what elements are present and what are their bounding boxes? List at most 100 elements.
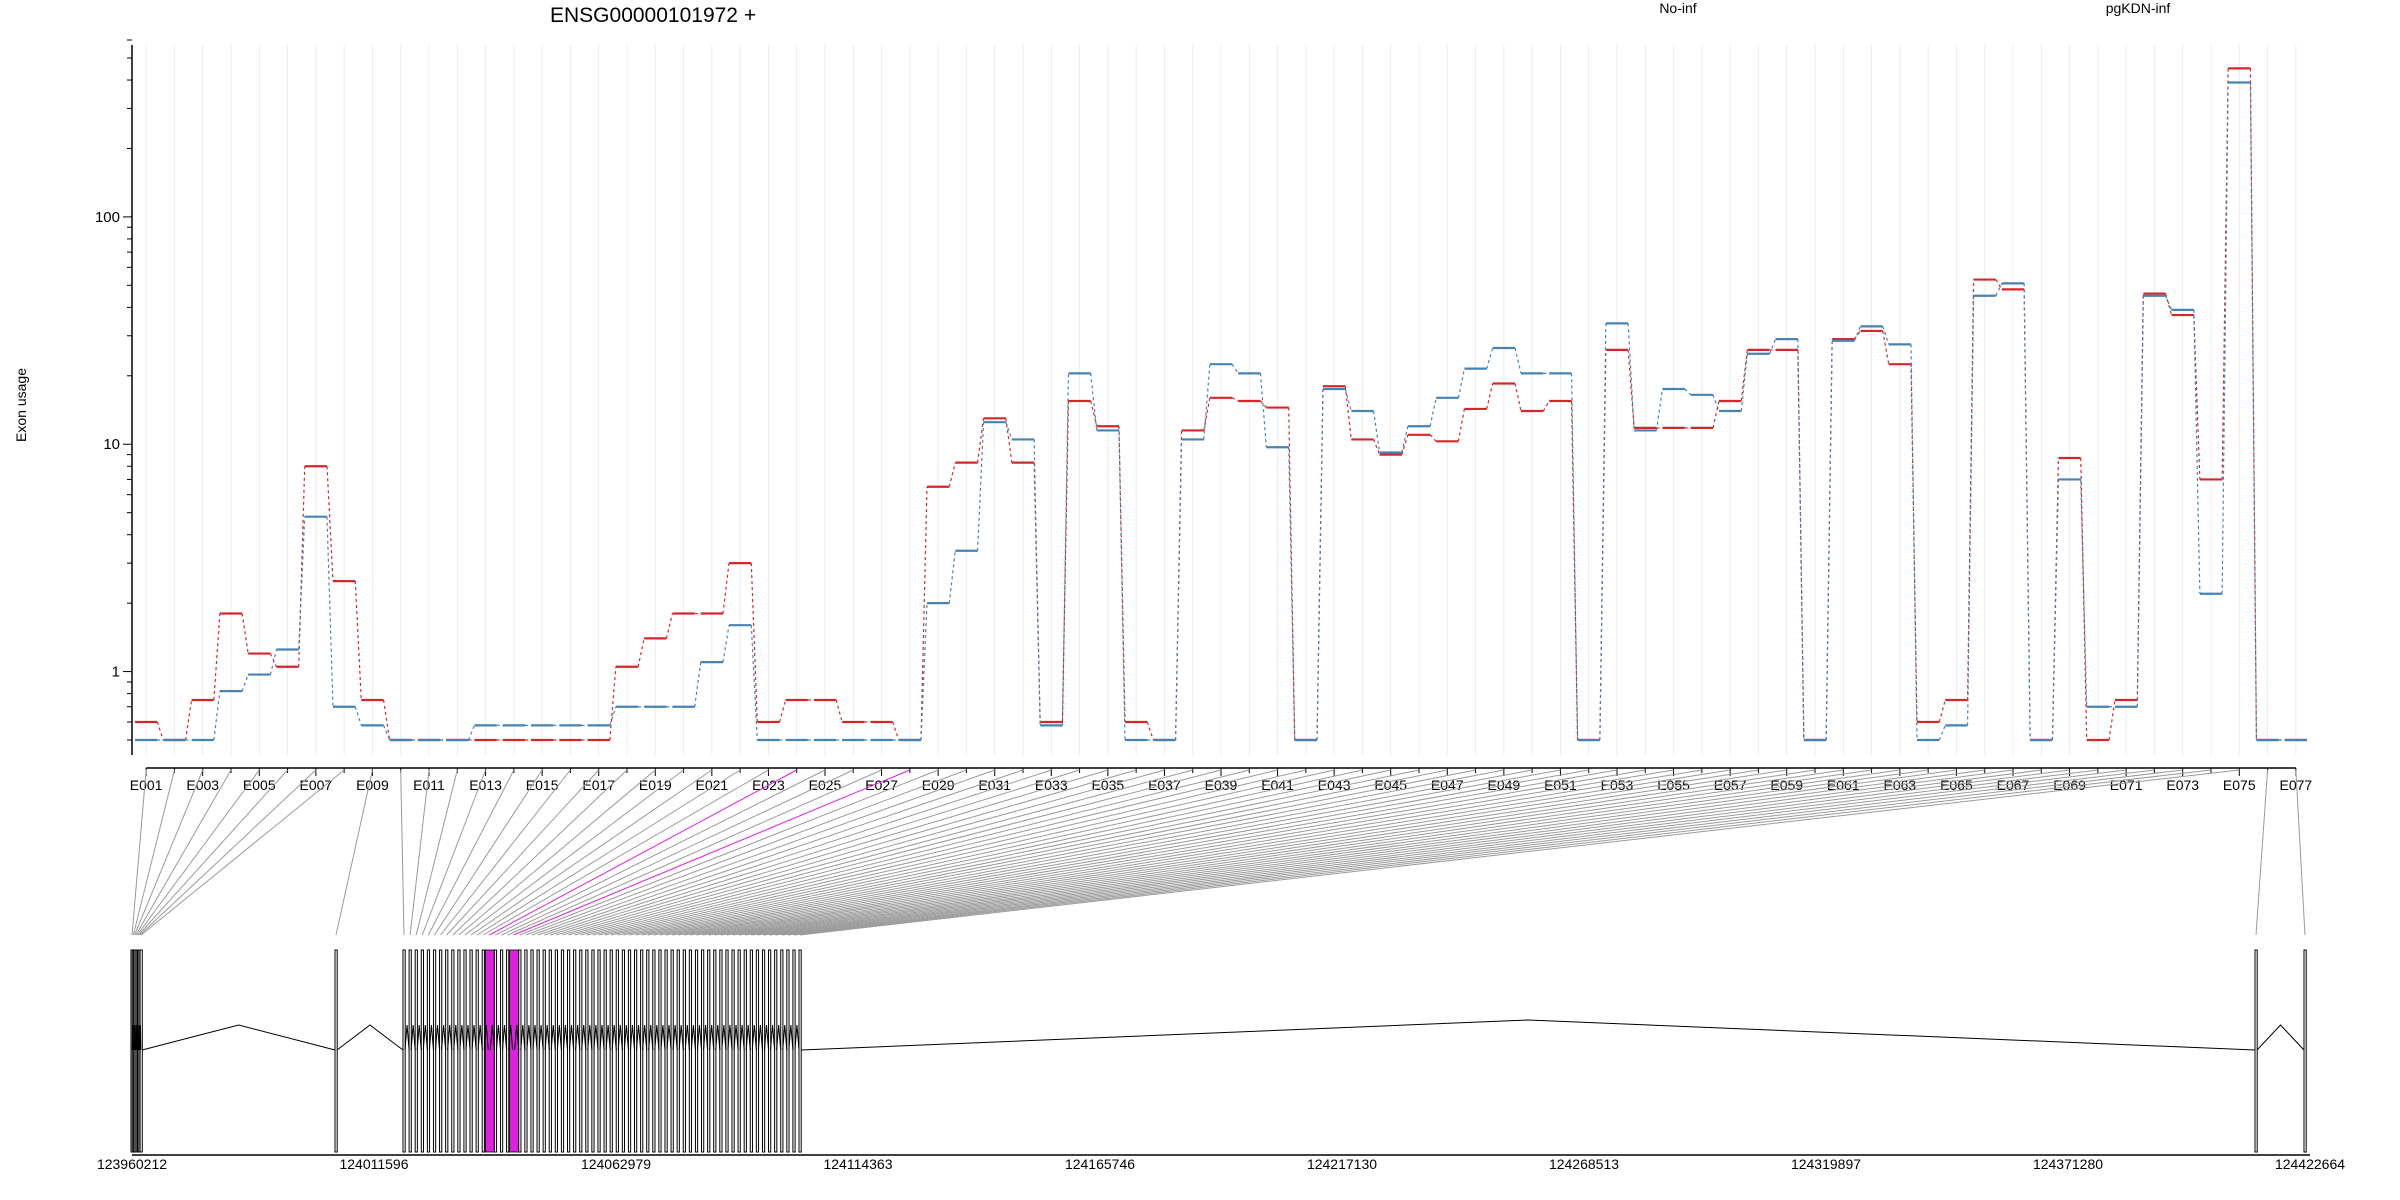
series-pgkdn-inf-connector-E047 (1429, 397, 1437, 427)
series-pgkdn-inf-connector-E056 (1684, 388, 1692, 396)
exon-box-E044 (609, 949, 613, 1153)
intron-E002 (133, 1024, 135, 1051)
exon-box-E019 (457, 949, 461, 1153)
x-tick-label-E007: E007 (300, 777, 333, 793)
genomic-tick-label: 124062979 (581, 1156, 651, 1172)
connector-E053 (665, 769, 1618, 936)
intron-E074 (794, 1024, 800, 1051)
series-no-inf-connector-E051 (1542, 400, 1550, 412)
series-no-inf-connector-E035 (1090, 400, 1098, 427)
vertical-grid (145, 45, 2297, 755)
genomic-tick-label: 123960212 (97, 1156, 167, 1172)
series-no-inf-connector-E067 (1995, 279, 2003, 290)
exon-box-E023 (481, 949, 485, 1153)
series-pgkdn-inf-connector-E059 (1769, 338, 1777, 354)
intron-E065 (739, 1024, 745, 1051)
intron-E003 (134, 1024, 137, 1051)
series-pgkdn-inf-connector-E062 (1853, 326, 1861, 342)
exon-box-E064 (731, 949, 735, 1153)
series-no-inf-connector-E024 (778, 699, 787, 723)
connector-E021 (470, 769, 713, 936)
intron-E010 (404, 1024, 410, 1051)
intron-E023 (483, 1024, 489, 1051)
series-pgkdn-inf-connector-E031 (976, 422, 985, 551)
genomic-tick-label: 124165746 (1065, 1156, 1135, 1172)
connector-E033 (543, 769, 1052, 936)
intron-E018 (453, 1024, 459, 1051)
intron-E019 (459, 1024, 465, 1051)
intron-E053 (666, 1024, 672, 1051)
exon-box-E060 (707, 949, 711, 1153)
series-no-inf-connector-E032 (1005, 418, 1013, 463)
y-axis: 1 10 100 (95, 39, 133, 755)
exon-box-E026 (499, 949, 504, 1153)
exon-box-E070 (768, 949, 772, 1153)
series-no-inf-connector-E038 (1174, 430, 1183, 741)
genomic-tick-label: 124268513 (1549, 1156, 1619, 1172)
connector-E045 (617, 769, 1391, 936)
exon-box-E015 (432, 949, 437, 1153)
intron-E072 (782, 1024, 788, 1051)
series-no-inf-connector-E045 (1373, 439, 1381, 455)
intron-E013 (422, 1024, 428, 1051)
series-no-inf-connector-E002 (156, 721, 164, 741)
genomic-tick-label: 124371280 (2033, 1156, 2103, 1172)
connector-E004 (135, 769, 232, 936)
connector-E002 (132, 769, 175, 936)
series-pgkdn-inf-connector-E029 (920, 603, 928, 741)
legend-entry-no-inf: No-inf (1659, 0, 1696, 16)
exon-box-E054 (670, 949, 674, 1153)
series-pgkdn-inf-connector-E033 (1033, 439, 1041, 726)
intron-E007 (139, 1024, 142, 1051)
connector-E024 (489, 769, 797, 936)
connector-E049 (641, 769, 1504, 936)
connector-E047 (629, 769, 1448, 936)
intron-E021 (471, 1024, 477, 1051)
intron-E015 (434, 1024, 441, 1051)
intron-E033 (544, 1024, 550, 1051)
exon-box-E011 (408, 949, 412, 1153)
exon-box-E008 (139, 949, 143, 1153)
exon-box-E036 (560, 949, 565, 1153)
series-no-inf-connector-E040 (1231, 397, 1239, 402)
connector-E015 (434, 769, 543, 936)
exon-box-E069 (761, 949, 766, 1153)
exon-box-E033 (542, 949, 546, 1153)
exon-box-E024 (484, 949, 495, 1153)
connector-E050 (647, 769, 1533, 936)
intron-E040 (587, 1024, 593, 1051)
exon-box-E055 (676, 949, 680, 1153)
genomic-axis: 123960212 124011596 124062979 124114363 1241… (97, 1154, 2345, 1172)
series-pgkdn-inf-connector-E046 (1401, 426, 1409, 453)
intron-E024 (489, 1024, 495, 1051)
exon-box-E061 (713, 949, 717, 1153)
intron-E012 (416, 1024, 422, 1051)
series-no-inf-connector-E010 (382, 699, 391, 741)
x-tick-label-E021: E021 (696, 777, 729, 793)
exon-box-E027 (506, 949, 510, 1153)
series-pgkdn-inf-connector-E061 (1825, 340, 1833, 741)
connector-E054 (671, 769, 1646, 936)
series-pgkdn-inf-connector-E021 (694, 662, 702, 707)
intron-E049 (642, 1024, 648, 1051)
intron-E062 (721, 1024, 727, 1051)
genomic-tick-label: 124422664 (2275, 1156, 2345, 1172)
intron-E028 (514, 1024, 520, 1051)
connector-E042 (598, 769, 1306, 936)
gene-model (130, 949, 2307, 1153)
series-no-inf-connector-E049 (1486, 383, 1494, 410)
exon-box-E063 (725, 949, 729, 1153)
intron-E076 (2256, 1024, 2305, 1051)
connector-E011 (409, 769, 430, 936)
genomic-tick-label: 124319897 (1791, 1156, 1861, 1172)
exon-box-E072 (780, 949, 784, 1153)
series-pgkdn-inf-connector-E039 (1203, 364, 1211, 440)
series-no-inf-connector-E026 (835, 699, 843, 723)
series-no-inf-connector-E063 (1882, 330, 1890, 365)
series-pgkdn-inf-connector-E043 (1316, 388, 1324, 741)
series-pgkdn-inf (135, 81, 2307, 742)
connector-E038 (574, 769, 1193, 936)
series-pgkdn-inf-connector-E009 (354, 706, 362, 726)
series-no-inf-connector-E062 (1853, 330, 1861, 340)
intron-E009 (336, 1024, 404, 1051)
